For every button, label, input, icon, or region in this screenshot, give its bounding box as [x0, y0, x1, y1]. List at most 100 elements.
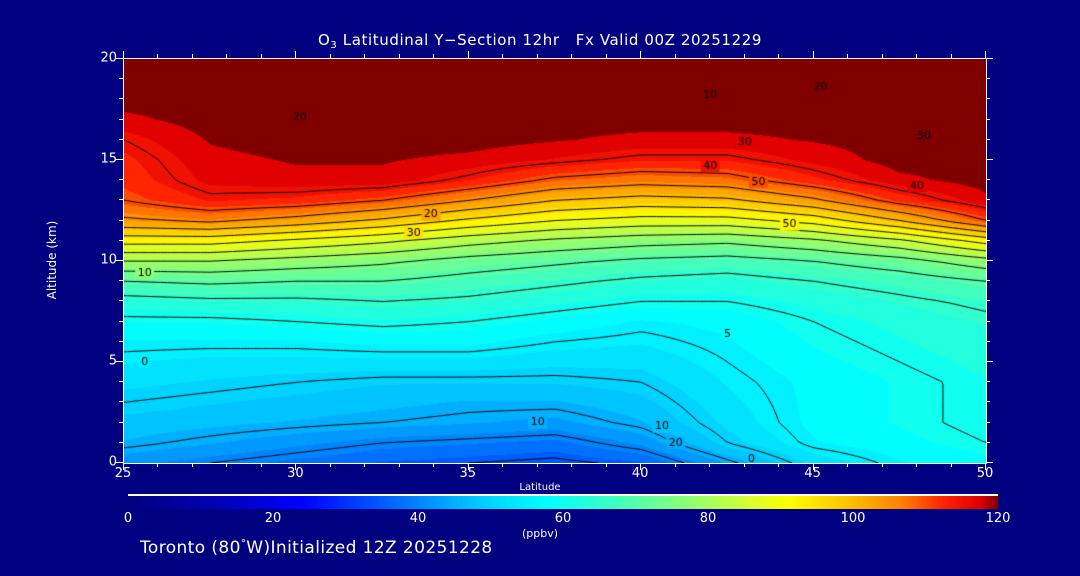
y-tick-left — [116, 462, 123, 463]
colorbar-gradient — [128, 496, 998, 509]
x-tick-bottom — [674, 463, 676, 467]
x-tick-label: 30 — [287, 466, 304, 481]
y-tick-right — [986, 118, 990, 120]
x-tick-top — [571, 54, 573, 58]
y-tick-left — [116, 58, 123, 59]
chart-title-prefix: O — [317, 31, 331, 49]
x-tick-label: 35 — [459, 466, 477, 481]
y-tick-right — [986, 199, 990, 201]
x-tick-bottom — [123, 463, 124, 470]
x-tick-bottom — [226, 463, 228, 467]
x-tick-top — [398, 54, 400, 58]
plot-area — [123, 58, 987, 464]
x-tick-bottom — [295, 463, 297, 470]
y-tick-label: 5 — [108, 353, 117, 369]
colorbar — [128, 496, 998, 509]
y-tick-left — [119, 441, 123, 443]
chart-title-suffix: Latitudinal Y−Section 12hr Fx Valid 00Z … — [337, 31, 763, 49]
x-tick-top — [985, 51, 986, 58]
x-tick-bottom — [847, 463, 849, 467]
y-tick-right — [986, 98, 990, 100]
y-tick-left — [119, 98, 123, 100]
y-tick-right — [986, 300, 990, 302]
y-tick-left — [119, 340, 123, 342]
x-tick-top — [916, 54, 918, 58]
x-tick-top — [536, 54, 538, 58]
y-tick-left — [116, 260, 123, 261]
x-tick-bottom — [571, 463, 573, 467]
x-tick-bottom — [467, 463, 469, 470]
y-tick-label: 0 — [108, 454, 117, 470]
x-tick-bottom — [916, 463, 918, 467]
y-tick-left — [119, 401, 123, 403]
x-tick-bottom — [881, 463, 883, 467]
y-tick-left — [119, 219, 123, 221]
y-tick-right — [986, 320, 990, 322]
y-axis-title: Altitude (km) — [45, 220, 59, 300]
x-tick-top — [329, 54, 331, 58]
y-tick-label: 15 — [100, 151, 117, 167]
y-tick-right — [986, 401, 990, 403]
chart-title: O3 Latitudinal Y−Section 12hr Fx Valid 0… — [0, 31, 1080, 51]
x-tick-bottom — [985, 463, 986, 470]
y-tick-left — [119, 179, 123, 181]
x-tick-top — [295, 51, 297, 58]
y-tick-right — [986, 219, 990, 221]
y-tick-right — [986, 421, 990, 423]
x-tick-bottom — [364, 463, 366, 467]
x-tick-top — [743, 54, 745, 58]
y-tick-left — [119, 118, 123, 120]
colorbar-top-rule — [128, 494, 998, 496]
chart-title-subscript: 3 — [330, 40, 338, 51]
y-tick-right — [986, 138, 990, 140]
x-tick-top — [433, 54, 435, 58]
x-tick-label: 45 — [804, 466, 821, 481]
x-axis-title: Latitude — [519, 482, 561, 493]
x-tick-bottom — [778, 463, 780, 467]
x-tick-top — [709, 54, 711, 58]
y-tick-right — [986, 462, 993, 463]
x-tick-bottom — [157, 463, 159, 467]
x-tick-top — [226, 54, 228, 58]
x-tick-bottom — [398, 463, 400, 467]
x-tick-top — [467, 51, 469, 58]
y-tick-right — [986, 179, 990, 181]
x-tick-bottom — [502, 463, 504, 467]
x-tick-top — [950, 54, 952, 58]
x-tick-bottom — [812, 463, 814, 470]
x-tick-top — [812, 51, 814, 58]
x-tick-label: 40 — [631, 466, 649, 481]
y-tick-left — [116, 361, 123, 362]
x-tick-top — [157, 54, 159, 58]
y-tick-left — [116, 159, 123, 160]
x-tick-bottom — [709, 463, 711, 467]
colorbar-tick-label: 120 — [985, 511, 1011, 526]
colorbar-tick-label: 20 — [264, 511, 282, 526]
y-tick-left — [119, 239, 123, 241]
x-tick-label: 50 — [976, 466, 994, 481]
colorbar-tick-label: 40 — [409, 511, 427, 526]
x-tick-top — [640, 51, 642, 58]
x-tick-bottom — [743, 463, 745, 467]
y-tick-right — [986, 78, 990, 80]
footer-caption: Toronto (80°W)Initialized 12Z 20251228 — [140, 538, 493, 558]
y-tick-right — [986, 340, 990, 342]
x-tick-bottom — [605, 463, 607, 467]
y-tick-label: 10 — [100, 252, 117, 268]
x-tick-bottom — [640, 463, 642, 470]
y-tick-left — [119, 138, 123, 140]
x-tick-top — [881, 54, 883, 58]
colorbar-tick-label: 100 — [840, 511, 866, 526]
y-tick-right — [986, 361, 993, 362]
y-tick-left — [119, 381, 123, 383]
colorbar-tick-label: 80 — [699, 511, 717, 526]
y-tick-right — [986, 441, 990, 443]
y-tick-right — [986, 280, 990, 282]
x-tick-bottom — [191, 463, 193, 467]
x-tick-bottom — [260, 463, 262, 467]
footer-prefix: Toronto (80 — [140, 538, 241, 558]
y-tick-left — [119, 78, 123, 80]
x-tick-top — [674, 54, 676, 58]
colorbar-tick-label: 60 — [554, 511, 572, 526]
